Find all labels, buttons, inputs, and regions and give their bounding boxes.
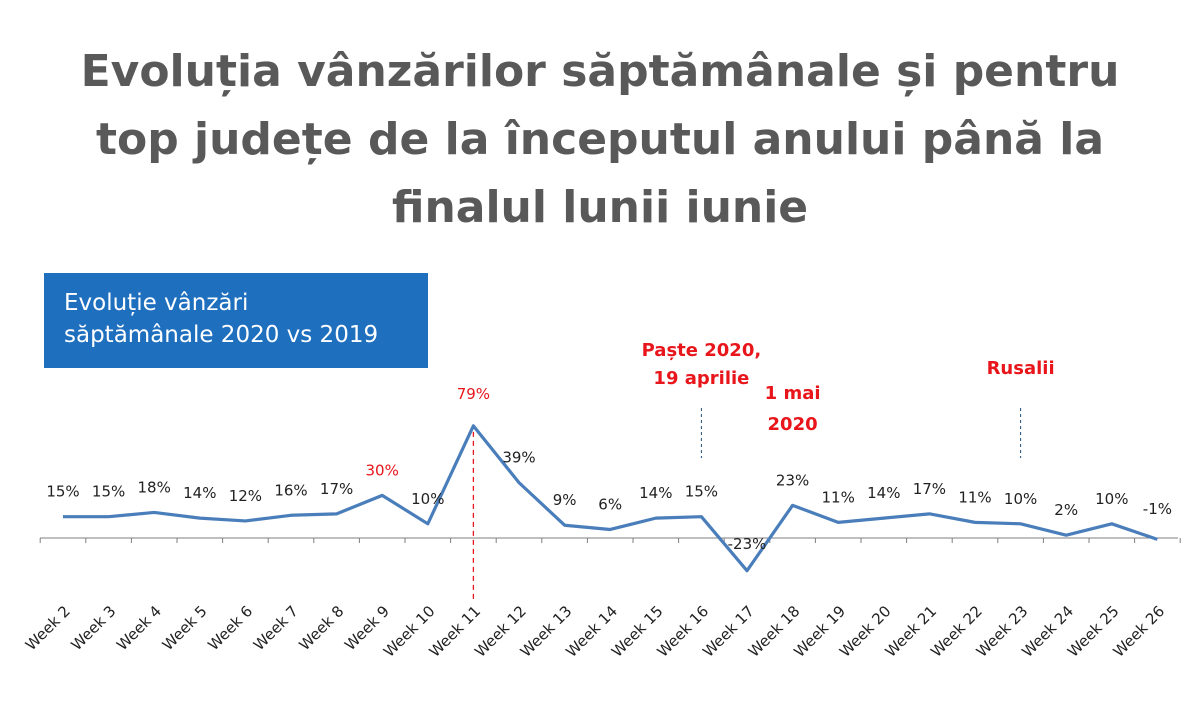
data-label: 39% (502, 449, 535, 467)
data-label: 14% (183, 484, 216, 502)
data-label: 79% (457, 385, 490, 403)
data-label: -23% (728, 535, 767, 553)
data-label: 6% (598, 495, 622, 513)
data-label: 10% (1095, 490, 1128, 508)
data-label: 14% (867, 484, 900, 502)
annotation-text: 1 mai (765, 383, 821, 404)
x-tick-label: Week 8 (296, 602, 348, 654)
data-label: 2% (1054, 501, 1078, 519)
page-title: Evoluția vânzărilor săptămânale și pentr… (0, 38, 1200, 242)
data-label: 16% (274, 481, 307, 499)
data-label: -1% (1143, 500, 1172, 518)
data-label: 10% (411, 490, 444, 508)
data-label: 10% (1004, 490, 1037, 508)
data-label: 17% (913, 480, 946, 498)
annotation-text: Rusalii (987, 358, 1055, 379)
data-label: 11% (958, 488, 991, 506)
title-line-3: finalul lunii iunie (391, 182, 809, 233)
annotation-text: Paște 2020, (642, 340, 762, 361)
title-line-2: top județe de la începutul anului până l… (95, 114, 1105, 165)
data-label: 15% (92, 483, 125, 501)
annotation-text: 19 aprilie (653, 368, 749, 389)
x-tick-label: Week 6 (204, 602, 256, 654)
data-label: 23% (776, 471, 809, 489)
x-tick-label: Week 7 (250, 602, 302, 654)
data-label: 17% (320, 480, 353, 498)
data-label: 14% (639, 484, 672, 502)
x-tick-label: Week 3 (68, 602, 120, 654)
data-label: 9% (553, 491, 577, 509)
legend-line-1: Evoluție vânzări (64, 290, 249, 316)
data-label: 18% (138, 478, 171, 496)
legend-line-2: săptămânale 2020 vs 2019 (64, 322, 379, 348)
data-label: 15% (46, 483, 79, 501)
data-label: 30% (366, 461, 399, 479)
series-line (63, 424, 1158, 573)
data-label: 12% (229, 487, 262, 505)
title-line-1: Evoluția vânzărilor săptămânale și pentr… (80, 46, 1120, 97)
x-tick-label: Week 5 (159, 602, 211, 654)
x-tick-label: Week 4 (113, 602, 165, 654)
chart-legend-box: Evoluție vânzări săptămânale 2020 vs 201… (44, 273, 428, 368)
annotation-text: 2020 (768, 414, 818, 435)
data-label: 11% (822, 488, 855, 506)
x-tick-label: Week 2 (22, 602, 74, 654)
data-label: 15% (685, 483, 718, 501)
